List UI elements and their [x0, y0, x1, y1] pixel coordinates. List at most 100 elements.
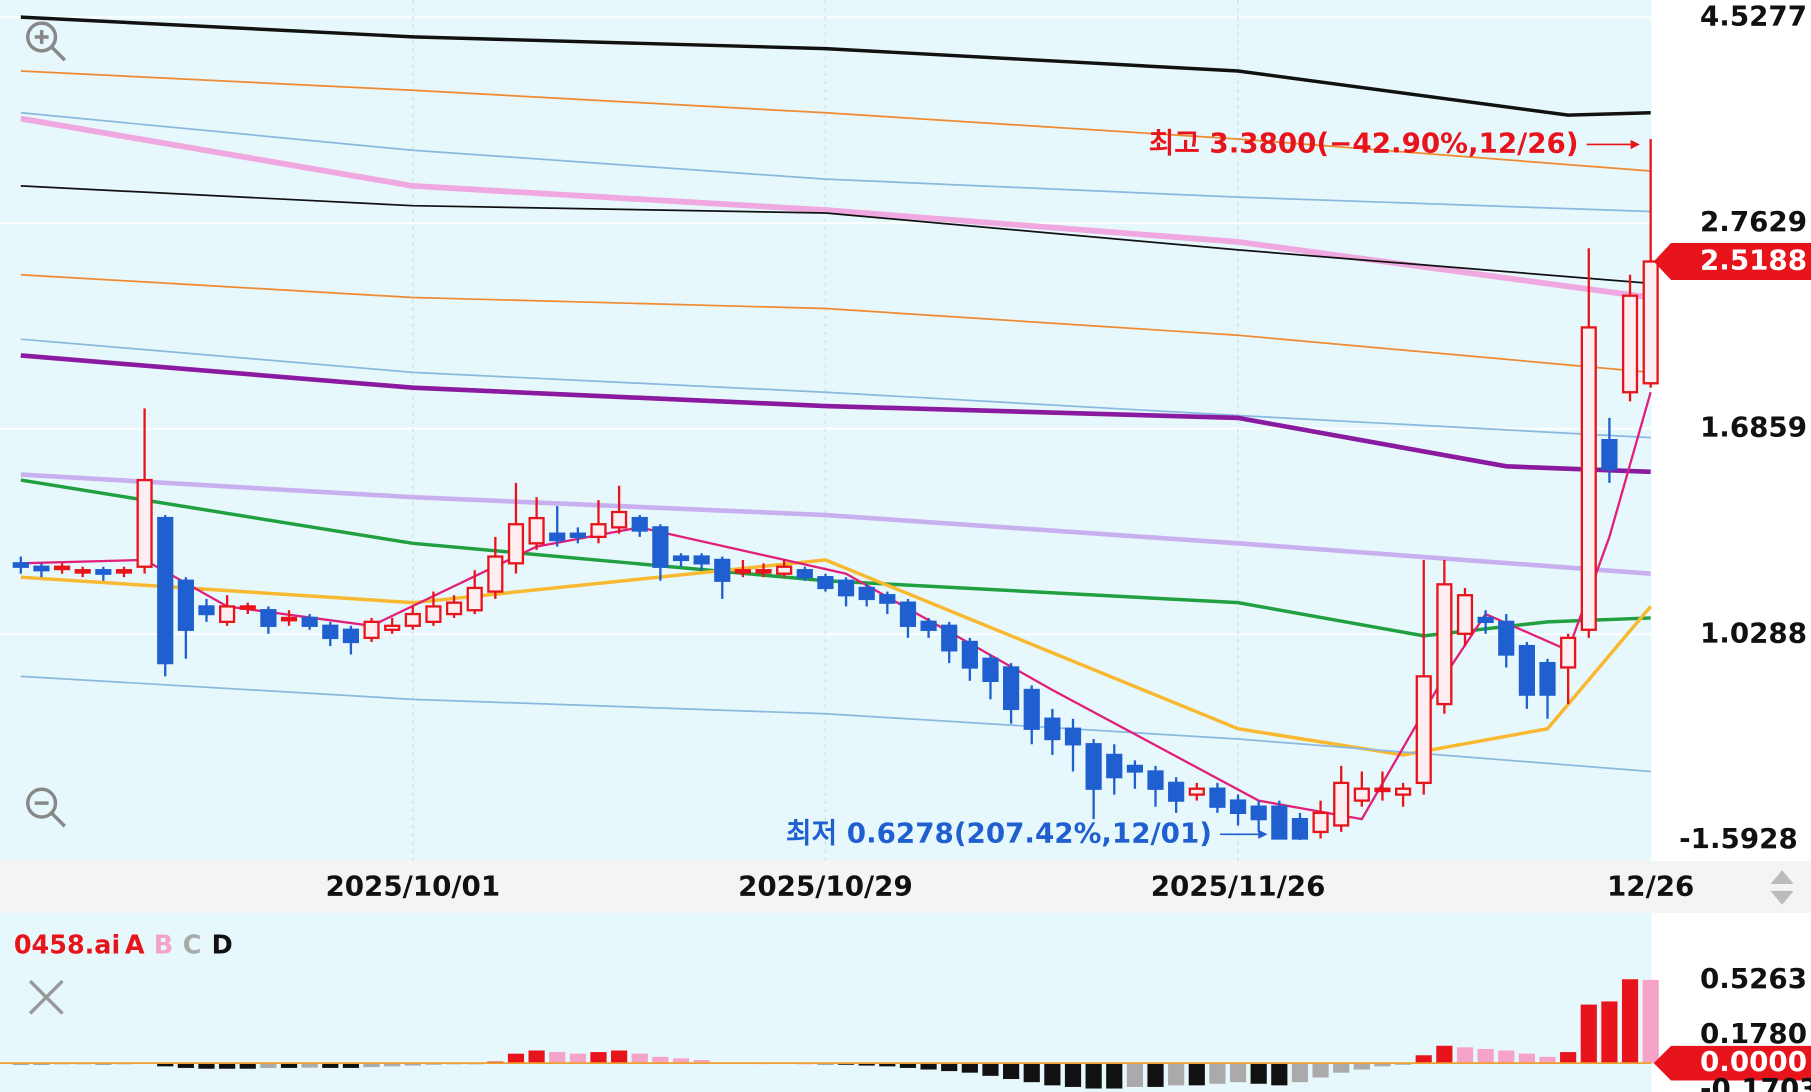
candle-body [198, 605, 215, 616]
histogram-bar [1064, 1063, 1082, 1087]
histogram-bar [858, 1063, 875, 1066]
candle-body [74, 569, 91, 574]
histogram-bar [1560, 1052, 1577, 1064]
histogram-bar [1333, 1063, 1350, 1073]
candle-body [1333, 781, 1350, 827]
histogram-bar [1436, 1045, 1453, 1064]
candle-body [301, 616, 318, 627]
histogram-bar [1023, 1063, 1040, 1083]
candle-body [1456, 594, 1474, 635]
y-tick-label: 0.5263 [1700, 962, 1807, 995]
candle-body [1023, 688, 1040, 730]
histogram-bar [198, 1063, 215, 1069]
candle-body [1374, 787, 1391, 793]
moving-average-line [20, 353, 1651, 475]
histogram-bar [157, 1063, 174, 1067]
close-icon[interactable] [28, 979, 64, 1015]
histogram-bar [961, 1063, 978, 1073]
zoom-in-icon[interactable] [26, 21, 66, 62]
histogram-bar [1147, 1063, 1164, 1087]
moving-average-line [20, 478, 1651, 638]
grid [0, 0, 1652, 861]
candle-body [1168, 781, 1185, 802]
indicator-title: 0458.ai [14, 929, 120, 959]
histogram-bar [301, 1063, 318, 1068]
overlays [20, 15, 1652, 821]
candle-body [33, 565, 50, 572]
candle-body [95, 569, 112, 575]
histogram-bar [672, 1058, 690, 1064]
candle-body [631, 516, 648, 532]
legend-entry: A [125, 929, 145, 959]
histogram-bar [384, 1063, 401, 1067]
histogram-bar [1498, 1050, 1515, 1064]
histogram-bar [322, 1063, 339, 1068]
candle-body [384, 624, 401, 631]
histogram-bar [1126, 1063, 1143, 1087]
last-price-label: 2.5188 [1700, 243, 1807, 276]
histogram-bar [1188, 1063, 1205, 1086]
candle-body [342, 628, 360, 644]
legend-entry: D [212, 929, 233, 959]
candle-body [1395, 787, 1412, 796]
histogram-bar [1209, 1063, 1226, 1084]
candle-body [1312, 811, 1329, 834]
histogram-bar [1250, 1063, 1267, 1084]
candle-body [445, 601, 463, 616]
candle-body [961, 640, 978, 669]
y-tick-label: 1.6859 [1700, 411, 1807, 444]
candle-body [136, 478, 153, 568]
candle-body [528, 516, 545, 545]
candle-body [1209, 787, 1226, 808]
histogram-bar [404, 1063, 421, 1066]
candle-body [1229, 799, 1247, 815]
candle-body [487, 555, 504, 593]
zoom-out-icon[interactable] [26, 787, 66, 828]
candle-body [425, 605, 442, 624]
y-tick-label: -0.1703 [1700, 1072, 1811, 1092]
labels: 4.5277 2.7629 1.6859 1.0288 -1.5928 2025/10/0… [14, 0, 1811, 1092]
candle-body [280, 616, 298, 622]
histogram-bar [219, 1063, 236, 1069]
candle-body [260, 609, 277, 627]
oscillator [0, 979, 1659, 1089]
candle-body [239, 605, 256, 610]
candle-body [1621, 294, 1639, 394]
histogram-bar [342, 1063, 360, 1068]
candle-body [157, 516, 174, 665]
histogram-bar [879, 1063, 896, 1067]
moving-average-line [20, 111, 1651, 213]
candle-body [837, 579, 855, 597]
candle-body [1126, 764, 1143, 773]
moving-average-line [20, 70, 1651, 172]
candle-body [1642, 260, 1659, 385]
x-tick-label: 2025/11/26 [1151, 869, 1326, 902]
histogram-bar [1642, 979, 1659, 1064]
histogram-bar [1601, 1001, 1618, 1064]
candle-body [1250, 805, 1267, 821]
annotation: 최저 0.6278(207.42%,12/01) [786, 816, 1212, 849]
candle-body [672, 555, 690, 562]
histogram-bar [1312, 1063, 1329, 1078]
candle-body [1498, 620, 1515, 656]
y-tick-label: 0.1780 [1700, 1017, 1807, 1050]
moving-average-line [20, 273, 1651, 374]
candle-body [322, 624, 339, 640]
candle-body [1003, 666, 1020, 711]
histogram-bar [1539, 1056, 1556, 1064]
histogram-bar [631, 1053, 648, 1064]
candle-body [796, 569, 813, 579]
histogram-bar [1353, 1063, 1370, 1070]
histogram-bar [1374, 1063, 1391, 1067]
candle-body [714, 558, 731, 582]
candle-body [1601, 438, 1618, 471]
candle-body [1147, 770, 1164, 790]
scroll-arrows[interactable] [1770, 870, 1794, 905]
histogram-bar [1621, 979, 1639, 1064]
y-tick-label: 0.0000 [1700, 1045, 1807, 1078]
moving-average-line [20, 675, 1651, 773]
histogram-bar [1291, 1063, 1309, 1083]
histogram-bar [1003, 1063, 1020, 1080]
candle-body [652, 526, 669, 568]
histogram-bar [1168, 1063, 1185, 1086]
